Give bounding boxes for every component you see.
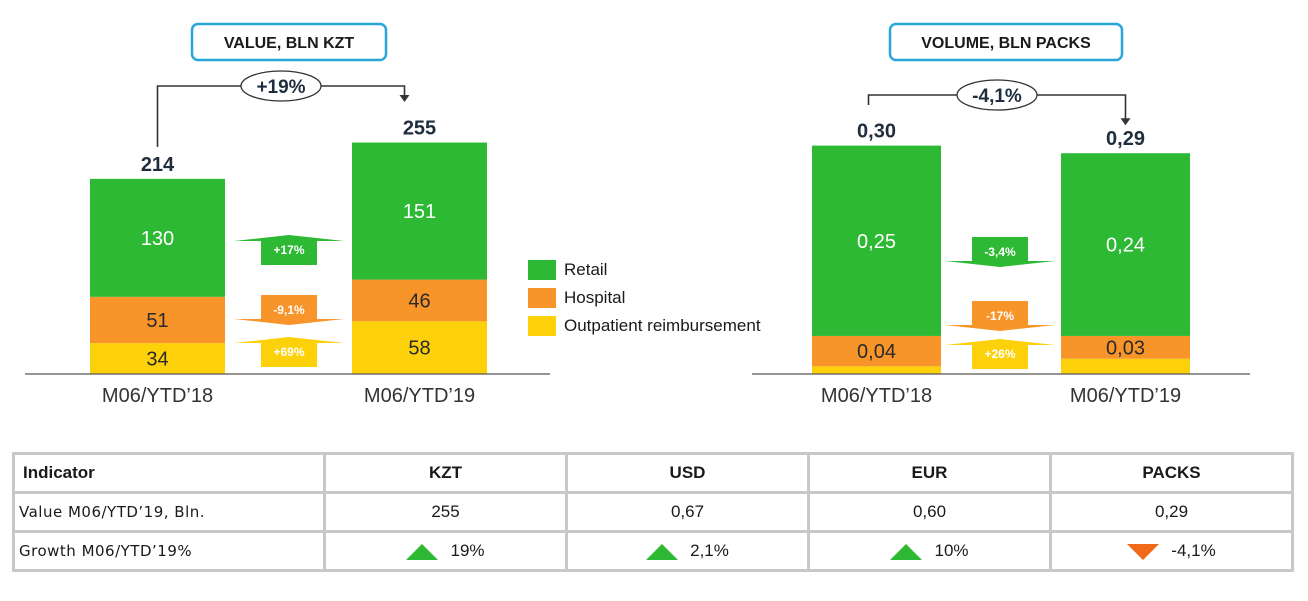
bracket-arrowhead-icon (1120, 118, 1131, 126)
cell-value: 0,29 (1154, 502, 1189, 521)
chart-title: VOLUME, BLN PACKS (921, 35, 1091, 52)
table-header: PACKS (1049, 452, 1294, 494)
category-tick-label: M06/YTD’19 (1070, 385, 1181, 407)
table-cell: 2,1% (565, 530, 810, 572)
bar-value-label: 130 (141, 228, 174, 250)
segment-growth-label: +17% (273, 243, 304, 257)
table-row: Growth M06/YTD’19% 19% 2,1% 10% -4,1% (12, 530, 1294, 572)
bar-value-label: 0,25 (857, 231, 896, 253)
legend-item-retail: Retail (528, 256, 761, 284)
chart-title-box (888, 22, 1124, 62)
table-cell: -4,1% (1049, 530, 1294, 572)
table-header: KZT (323, 452, 568, 494)
bar-value-label: 34 (146, 349, 168, 371)
legend-swatch-hospital (528, 288, 556, 308)
bar-segment-retail (352, 142, 487, 280)
category-tick-label: M06/YTD’19 (364, 385, 475, 407)
table-header: USD (565, 452, 810, 494)
category-tick-label: M06/YTD’18 (821, 385, 932, 407)
bar-segment-retail (812, 145, 941, 336)
bar-value-label: 151 (403, 201, 436, 223)
table-cell: 0,29 (1049, 491, 1294, 533)
triangle-up-icon (406, 543, 439, 560)
bar-value-label: 58 (408, 338, 430, 360)
legend-swatch-retail (528, 260, 556, 280)
legend-label-hospital: Hospital (564, 288, 626, 307)
total-growth-label: -4,1% (972, 86, 1022, 107)
bar-segment-outpatient (1061, 358, 1190, 374)
cell-value: 0,60 (912, 502, 947, 521)
cell-value: 255 (431, 502, 460, 521)
bar-value-label: 0,03 (1106, 337, 1145, 359)
legend-swatch-outpatient (528, 316, 556, 336)
table-row: Value M06/YTD’19, Bln. 255 0,67 0,60 0,2… (12, 491, 1294, 533)
growth-arrow-down-icon-hospital (945, 301, 1055, 331)
bar-value-label: 0,04 (857, 341, 896, 363)
triangle-up-icon (890, 543, 923, 560)
bracket-arrowhead-icon (399, 95, 410, 102)
total-growth-ellipse (956, 79, 1038, 111)
table-header: Indicator (12, 452, 326, 494)
bar-segment-hospital (352, 279, 487, 322)
table-cell: 19% (323, 530, 568, 572)
table-cell: 10% (807, 530, 1052, 572)
total-growth-ellipse (240, 70, 322, 102)
bar-total-label: 0,29 (1106, 128, 1145, 150)
cell-value: 2,1% (690, 541, 729, 560)
legend-item-outpatient: Outpatient reimbursement (528, 312, 761, 340)
table-cell: 0,67 (565, 491, 810, 533)
growth-arrow-up-icon-outpatient (945, 339, 1055, 369)
segment-growth-label: -3,4% (984, 245, 1016, 259)
table-cell: 0,60 (807, 491, 1052, 533)
table-header-row: Indicator KZT USD EUR PACKS (12, 452, 1294, 494)
growth-arrow-up-icon-outpatient (234, 337, 344, 367)
charts-area: 34 51 130 214 M06/YTD’18 58 46 151 255 M06/YTD’19… (25, 22, 1250, 407)
bar-segment-hospital (90, 296, 225, 344)
table-header: EUR (807, 452, 1052, 494)
cell-value: -4,1% (1171, 541, 1216, 560)
growth-arrow-up-icon-retail (234, 235, 344, 265)
segment-growth-label: -9,1% (273, 303, 305, 317)
triangle-down-icon (1127, 543, 1160, 560)
bar-segment-outpatient (90, 343, 225, 374)
bar-value-label: 46 (408, 290, 430, 312)
legend-item-hospital: Hospital (528, 284, 761, 312)
cell-value: 19% (450, 541, 485, 560)
bar-segment-outpatient (812, 366, 941, 374)
chart-title: VALUE, BLN KZT (224, 35, 355, 52)
bar-segment-outpatient (352, 321, 487, 374)
growth-arrow-down-icon-retail (945, 237, 1055, 267)
bar-value-label: 51 (146, 310, 168, 332)
bar-total-label: 0,30 (857, 121, 896, 143)
bar-total-label: 255 (403, 118, 436, 140)
bar-total-label: 214 (141, 154, 175, 176)
bar-segment-retail (1061, 153, 1190, 336)
bar-segment-retail (90, 178, 225, 297)
category-tick-label: M06/YTD’18 (102, 385, 213, 407)
cell-value: 0,67 (670, 502, 705, 521)
legend-label-retail: Retail (564, 260, 608, 279)
growth-arrow-down-icon-hospital (234, 295, 344, 325)
row-label: Growth M06/YTD’19% (12, 530, 326, 572)
total-growth-label: +19% (256, 77, 305, 98)
row-label: Value M06/YTD’19, Bln. (12, 491, 326, 533)
indicator-table: Indicator KZT USD EUR PACKS Value M06/YT… (12, 452, 1294, 572)
bar-segment-hospital (812, 335, 941, 367)
segment-growth-label: -17% (986, 309, 1014, 323)
segment-growth-label: +26% (984, 347, 1015, 361)
triangle-up-icon (646, 543, 679, 560)
legend-label-outpatient: Outpatient reimbursement (564, 316, 761, 335)
legend: Retail Hospital Outpatient reimbursement (528, 256, 761, 340)
chart-title-box (190, 22, 388, 62)
table-cell: 255 (323, 491, 568, 533)
bar-segment-hospital (1061, 335, 1190, 359)
cell-value: 10% (934, 541, 969, 560)
bar-value-label: 0,24 (1106, 235, 1145, 257)
segment-growth-label: +69% (273, 345, 304, 359)
